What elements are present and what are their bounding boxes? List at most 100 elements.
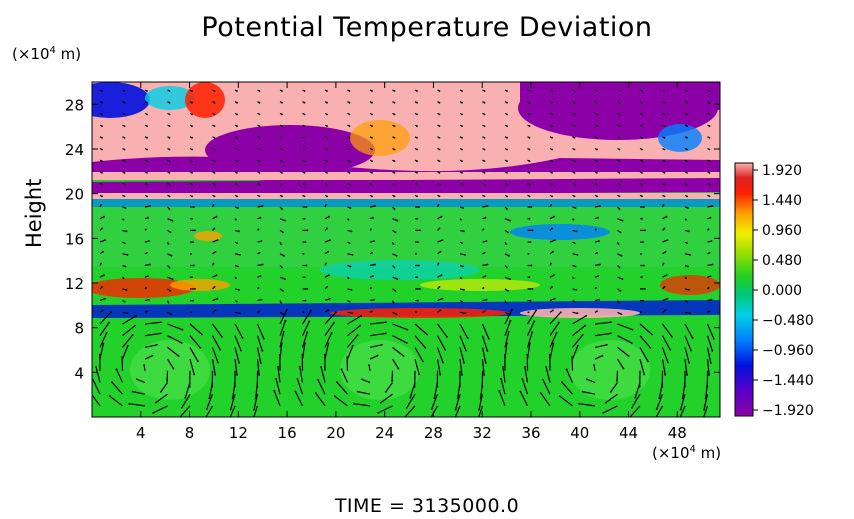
wind-arrow	[521, 378, 529, 395]
wind-arrow-head	[393, 148, 396, 151]
wind-arrow-head	[710, 240, 713, 243]
wind-arrow	[111, 381, 123, 395]
wind-arrow-head	[351, 312, 354, 315]
wind-arrow-head	[526, 353, 529, 356]
wind-arrow-head	[237, 265, 239, 268]
wind-arrow-head	[596, 125, 598, 127]
wind-arrow-head	[235, 277, 237, 280]
wind-arrow-head	[444, 348, 447, 351]
wind-arrow-head	[666, 297, 669, 300]
wind-arrow	[92, 379, 101, 395]
wind-arrow-head	[545, 366, 548, 368]
wind-arrow-head	[663, 183, 666, 186]
wind-arrow-head	[145, 287, 147, 289]
wind-arrow-head	[384, 332, 387, 335]
wind-arrow-head	[506, 113, 508, 116]
wind-arrow-head	[191, 148, 193, 151]
wind-arrow-head	[528, 217, 531, 220]
wind-arrow-head	[350, 289, 353, 291]
wind-arrow-head	[573, 183, 576, 186]
wind-arrow-head	[599, 263, 601, 266]
wind-arrow-head	[325, 262, 327, 265]
wind-arrow-head	[101, 90, 103, 92]
wind-arrow-head	[438, 90, 441, 92]
wind-arrow-head	[419, 288, 421, 290]
wind-arrow	[662, 323, 673, 338]
wind-arrow-head	[126, 253, 129, 256]
wind-arrow-head	[283, 254, 285, 257]
wind-arrow-head	[406, 328, 409, 331]
wind-arrow-head	[228, 420, 230, 422]
wind-arrow-head	[484, 275, 487, 278]
wind-arrow-head	[384, 390, 387, 393]
wind-arrow-head	[328, 274, 330, 277]
wind-arrow-head	[558, 321, 560, 324]
wind-arrow-head	[262, 337, 265, 340]
wind-arrow-head	[418, 264, 420, 267]
wind-arrow-head	[463, 289, 465, 291]
wind-arrow-head	[482, 228, 485, 231]
wind-arrow-head	[709, 216, 712, 219]
wind-arrow-head	[123, 90, 126, 92]
wind-arrow	[617, 335, 633, 344]
wind-arrow	[629, 405, 641, 417]
wind-arrow-head	[506, 148, 508, 151]
wind-arrow-head	[708, 90, 711, 92]
wind-arrow-head	[298, 365, 301, 368]
wind-arrow-head	[641, 276, 643, 279]
wind-arrow-head	[212, 262, 215, 265]
wind-arrow-head	[630, 406, 633, 409]
wind-arrow-head	[260, 298, 263, 301]
wind-arrow-head	[216, 239, 219, 242]
wind-arrow-head	[649, 346, 652, 349]
wind-arrow-head	[213, 101, 216, 104]
wind-arrow-head	[708, 148, 711, 151]
wind-arrow-head	[598, 240, 600, 243]
wind-arrow-head	[596, 183, 598, 186]
wind-arrow	[181, 393, 191, 409]
wind-arrow-head	[191, 160, 193, 163]
wind-arrow-head	[438, 172, 441, 174]
wind-arrow-head	[326, 136, 328, 139]
wind-arrow	[639, 347, 649, 362]
wind-arrow	[155, 393, 168, 404]
wind-arrow-head	[334, 311, 337, 314]
wind-arrow-head	[574, 207, 577, 209]
wind-arrow-head	[618, 90, 621, 92]
wind-arrow-head	[122, 277, 125, 280]
wind-arrow-head	[128, 402, 131, 405]
wind-arrow-head	[430, 408, 433, 411]
wind-arrow-head	[662, 262, 665, 265]
x-tick-label: 4	[136, 424, 146, 442]
wind-arrow-head	[511, 308, 513, 311]
wind-arrow-head	[618, 136, 621, 139]
wind-arrow-head	[506, 172, 508, 174]
wind-arrow-head	[599, 205, 601, 207]
wind-arrow-head	[214, 309, 217, 312]
wind-arrow-head	[191, 136, 193, 139]
wind-arrow	[602, 405, 618, 414]
wind-arrow-head	[296, 378, 299, 380]
wind-arrow-head	[553, 215, 555, 218]
wind-arrow-head	[95, 366, 98, 368]
wind-arrow	[143, 365, 146, 371]
wind-arrow-head	[371, 195, 373, 198]
wind-arrow-head	[686, 148, 688, 151]
wind-arrow-head	[551, 136, 553, 139]
wind-arrow	[189, 358, 195, 375]
wind-arrow-head	[528, 195, 531, 198]
wind-arrow	[184, 382, 191, 398]
wind-arrow-head	[686, 101, 688, 104]
wind-arrow	[256, 335, 263, 352]
wind-arrow-head	[379, 401, 382, 404]
wind-arrow-head	[326, 160, 328, 163]
wind-arrow-head	[708, 172, 711, 174]
wind-arrow-head	[571, 356, 574, 359]
wind-arrow	[234, 335, 242, 351]
wind-arrow-head	[286, 308, 288, 311]
wind-arrow-head	[131, 334, 134, 336]
wind-arrow-head	[237, 207, 239, 209]
wind-arrow-head	[303, 101, 306, 104]
wind-arrow-head	[576, 312, 579, 315]
wind-arrow-head	[641, 195, 643, 198]
